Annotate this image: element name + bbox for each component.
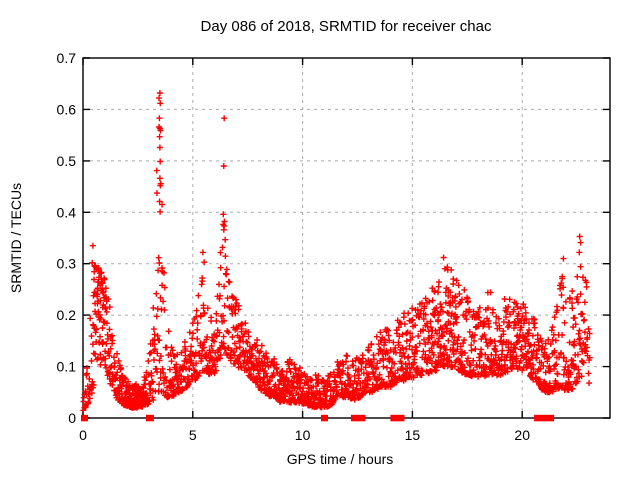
x-tick-label: 5 <box>189 427 197 443</box>
y-tick-label: 0.4 <box>57 204 77 220</box>
y-tick-label: 0.6 <box>57 101 77 117</box>
y-tick-label: 0.5 <box>57 153 77 169</box>
y-tick-labels: 0 0.1 0.2 0.3 0.4 0.5 0.6 0.7 <box>57 50 77 426</box>
x-tick-label: 0 <box>79 427 87 443</box>
scatter-points <box>80 90 593 414</box>
zero-value-square <box>534 414 555 422</box>
y-axis-label: SRMTID / TECUs <box>8 183 24 293</box>
zero-value-markers <box>81 414 555 422</box>
y-tick-label: 0.7 <box>57 50 77 66</box>
zero-value-square <box>81 414 88 422</box>
x-axis-label: GPS time / hours <box>287 451 394 467</box>
zero-value-square <box>350 414 359 422</box>
y-tick-label: 0.1 <box>57 359 77 375</box>
zero-value-square <box>390 414 405 422</box>
zero-value-square <box>321 414 328 422</box>
x-tick-label: 15 <box>405 427 421 443</box>
y-tick-label: 0.2 <box>57 307 77 323</box>
plot-border <box>82 57 611 419</box>
zero-value-square <box>146 414 154 422</box>
chart-title: Day 086 of 2018, SRMTID for receiver cha… <box>201 18 492 35</box>
y-tick-label: 0.3 <box>57 256 77 272</box>
x-tick-label: 10 <box>295 427 311 443</box>
x-tick-labels: 0 5 10 15 20 <box>79 427 530 443</box>
x-tick-label: 20 <box>514 427 530 443</box>
y-tick-label: 0 <box>68 410 76 426</box>
zero-value-square <box>357 414 366 422</box>
